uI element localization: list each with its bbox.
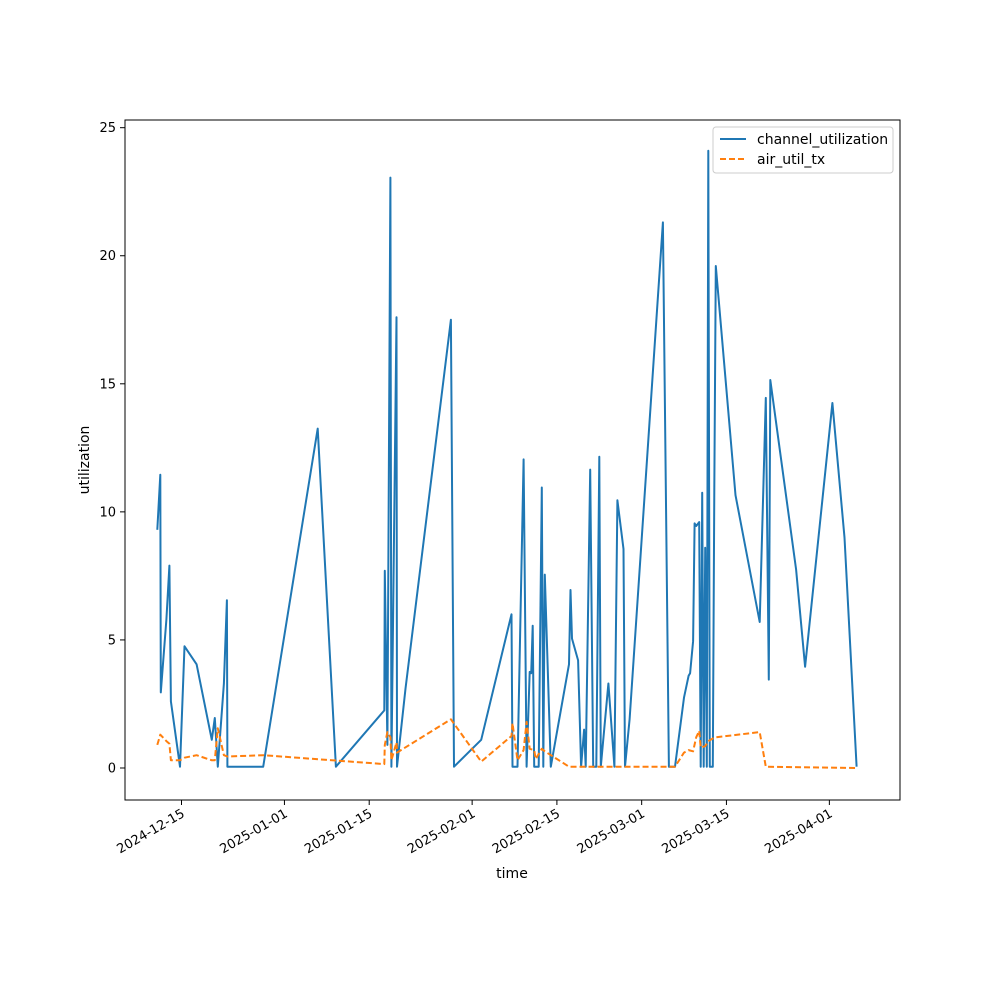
series-line-channel-utilization bbox=[156, 149, 858, 768]
y-tick-label: 25 bbox=[99, 121, 116, 136]
legend: channel_utilization air_util_tx bbox=[712, 126, 894, 174]
y-tick-label: 15 bbox=[99, 377, 116, 392]
series-line-air-util-tx bbox=[156, 718, 857, 769]
y-tick-label: 5 bbox=[108, 633, 116, 648]
legend-label-air-util-tx: air_util_tx bbox=[757, 152, 825, 168]
y-tick-label: 10 bbox=[99, 505, 116, 520]
y-tick-label: 0 bbox=[108, 761, 116, 776]
legend-label-channel-utilization: channel_utilization bbox=[757, 132, 888, 148]
legend-box bbox=[712, 126, 894, 174]
y-axis: 0 5 10 15 20 25 bbox=[99, 121, 125, 776]
y-tick-label: 20 bbox=[99, 249, 116, 264]
y-axis-label: utilization bbox=[77, 426, 93, 495]
series-layer bbox=[156, 149, 858, 769]
x-axis-label: time bbox=[496, 866, 528, 882]
